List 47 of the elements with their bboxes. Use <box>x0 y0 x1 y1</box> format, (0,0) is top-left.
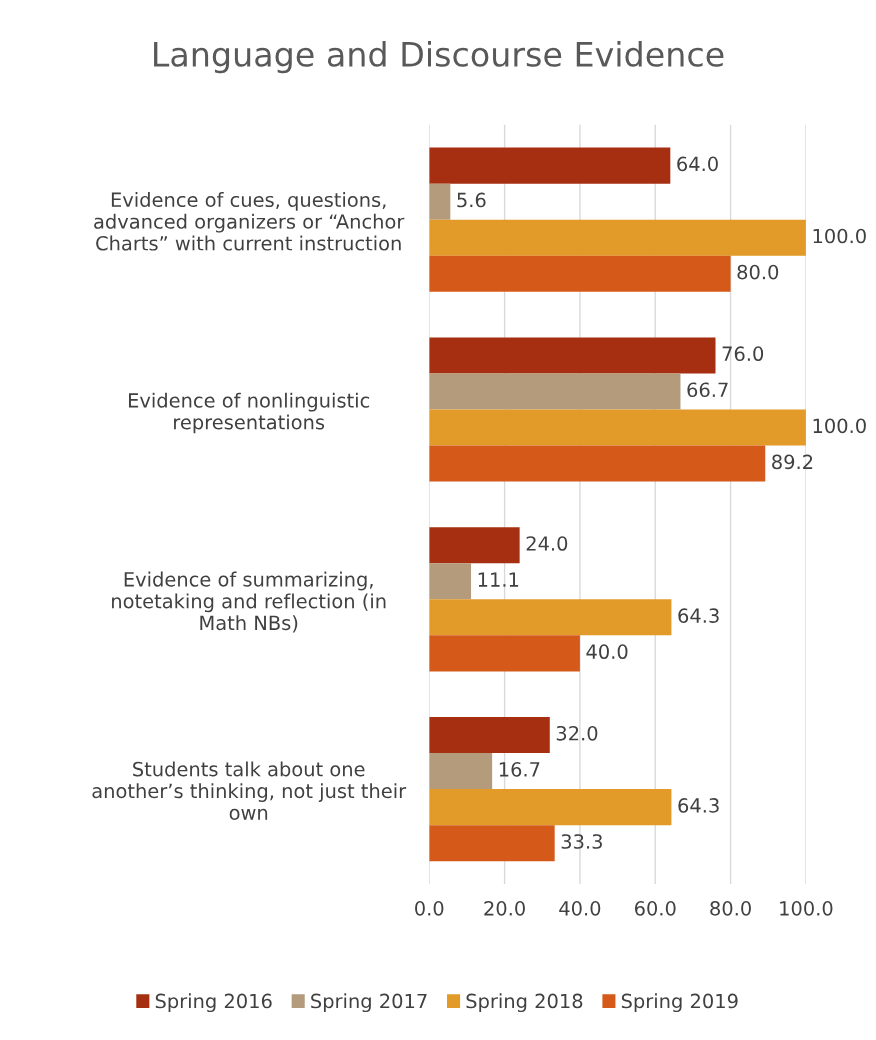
bar <box>429 183 451 220</box>
bar <box>429 599 672 636</box>
data-label: 33.3 <box>561 834 602 849</box>
data-label: 89.2 <box>772 454 813 470</box>
data-label: 64.3 <box>678 608 719 623</box>
data-label: 24.0 <box>526 536 568 551</box>
bar <box>429 409 806 446</box>
y-tick-label: Students talk about one another’s thinking, not just their own <box>92 761 407 821</box>
y-tick-label: Evidence of summarizing, notetaking and reflection (in Math NBs) <box>112 571 386 633</box>
x-tick-label: 60.0 <box>634 901 676 916</box>
bar <box>429 716 550 754</box>
chart-title: Language and Discourse Evidence <box>154 41 724 74</box>
data-label: 64.0 <box>677 156 718 172</box>
bar <box>429 373 681 410</box>
data-label: 64.3 <box>678 798 719 813</box>
bar <box>429 563 472 600</box>
data-label: 76.0 <box>722 346 764 362</box>
data-label: 80.0 <box>737 264 779 280</box>
x-tick-label: 80.0 <box>710 901 751 916</box>
y-tick-label: Evidence of nonlinguistic representations <box>129 392 370 434</box>
x-tick-label: 40.0 <box>559 901 601 916</box>
x-tick-label: 100.0 <box>780 901 833 916</box>
data-label: 16.7 <box>499 762 540 777</box>
bar <box>429 445 766 482</box>
bar <box>429 255 731 292</box>
data-label: 66.7 <box>687 382 728 398</box>
bar <box>429 789 672 826</box>
bar <box>429 527 520 564</box>
data-label: 11.1 <box>478 572 519 587</box>
bar <box>429 337 716 374</box>
x-tick-label: 0.0 <box>415 901 444 916</box>
bar <box>429 147 671 184</box>
bar <box>429 753 493 790</box>
legend-label: Spring 2018 <box>466 993 583 1013</box>
data-label: 100.0 <box>813 418 866 434</box>
data-label: 5.6 <box>457 192 486 208</box>
bar <box>429 825 555 862</box>
data-label: 100.0 <box>813 228 866 244</box>
legend-label: Spring 2017 <box>311 993 427 1013</box>
y-tick-label: Evidence of cues, questions, advanced organizers or “Anchor Charts” with current instruction <box>94 192 405 251</box>
data-label: 32.0 <box>556 725 598 741</box>
legend-label: Spring 2016 <box>155 993 272 1013</box>
bar <box>429 219 806 256</box>
legend-label: Spring 2019 <box>621 993 738 1013</box>
data-label: 40.0 <box>586 644 628 660</box>
bar <box>429 635 580 672</box>
x-tick-label: 20.0 <box>484 901 525 916</box>
